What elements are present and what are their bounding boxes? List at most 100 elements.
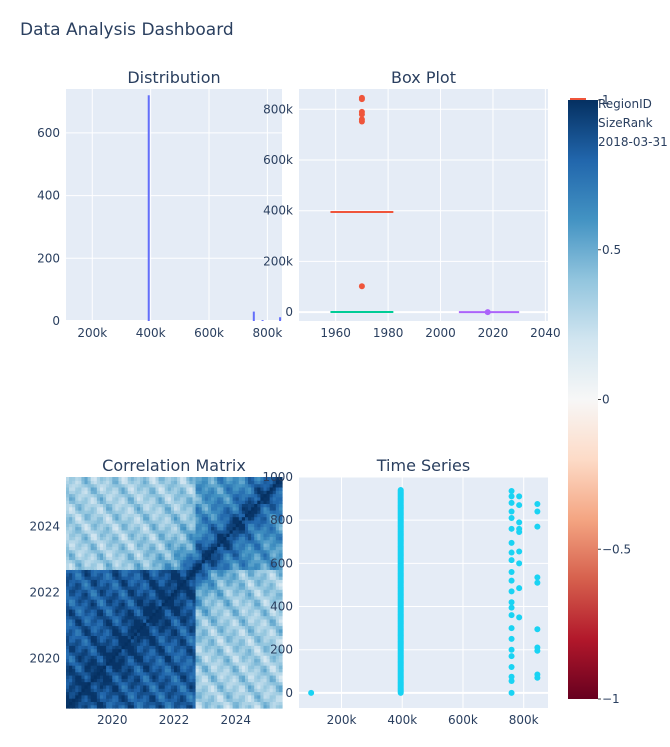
heatmap-cell (93, 477, 98, 481)
heatmap-cell (238, 645, 243, 650)
heatmap-cell (75, 632, 79, 636)
heatmap-cell (133, 496, 138, 501)
subplot-title: Distribution (127, 68, 220, 87)
heatmap-cell (189, 622, 194, 627)
heatmap-cell (170, 496, 175, 501)
heatmap-cell (257, 516, 261, 521)
heatmap-cell (174, 500, 178, 504)
heatmap-cell (136, 562, 141, 567)
heatmap-cell (106, 605, 110, 610)
heatmap-cell (238, 612, 243, 617)
heatmap-cell (195, 678, 200, 683)
heatmap-cell (149, 642, 153, 646)
heatmap-cell (183, 562, 187, 567)
heatmap-cell (192, 668, 197, 673)
heatmap-cell (232, 661, 237, 666)
heatmap-cell (136, 698, 141, 702)
heatmap-cell (204, 628, 209, 633)
heatmap-cell (177, 510, 181, 514)
heatmap-cell (112, 562, 116, 567)
heatmap-cell (124, 671, 129, 676)
heatmap-cell (214, 513, 218, 518)
heatmap-cell (115, 595, 120, 600)
heatmap-cell (96, 675, 101, 679)
heatmap-cell (248, 612, 252, 617)
heatmap-cell (241, 638, 246, 643)
heatmap-cell (192, 671, 197, 676)
heatmap-cell (174, 546, 178, 551)
heatmap-cell (260, 651, 265, 656)
heatmap-cell (198, 678, 203, 683)
heatmap-cell (226, 510, 231, 514)
heatmap-cell (220, 684, 224, 689)
heatmap-cell (136, 500, 141, 504)
heatmap-cell (106, 543, 110, 547)
heatmap-cell (146, 661, 150, 666)
heatmap-cell (183, 500, 187, 504)
heatmap-cell (201, 496, 206, 501)
heatmap-cell (217, 599, 221, 603)
heatmap-cell (78, 543, 83, 547)
heatmap-cell (278, 678, 283, 683)
heatmap-cell (198, 582, 203, 587)
heatmap-cell (124, 496, 129, 501)
heatmap-cell (241, 704, 246, 709)
heatmap-cell (75, 668, 79, 673)
heatmap-cell (189, 516, 194, 521)
heatmap-cell (241, 684, 246, 689)
heatmap-cell (275, 566, 280, 570)
heatmap-cell (235, 566, 240, 570)
heatmap-cell (263, 523, 268, 528)
heatmap-cell (130, 698, 135, 702)
heatmap-cell (257, 566, 261, 570)
heatmap-cell (87, 661, 92, 666)
heatmap-cell (93, 480, 98, 485)
heatmap-cell (115, 638, 120, 643)
heatmap-cell (241, 625, 246, 630)
heatmap-cell (257, 539, 261, 544)
heatmap-cell (174, 622, 178, 627)
heatmap-cell (75, 516, 79, 521)
heatmap-cell (109, 684, 113, 689)
heatmap-cell (90, 645, 95, 650)
heatmap-cell (155, 658, 160, 663)
heatmap-cell (244, 523, 249, 528)
heatmap-cell (136, 536, 141, 541)
heatmap-cell (93, 589, 98, 594)
heatmap-cell (269, 549, 274, 554)
heatmap-cell (121, 477, 126, 481)
heatmap-cell (223, 523, 228, 528)
heatmap-cell (198, 552, 203, 557)
heatmap-cell (152, 625, 157, 630)
heatmap-cell (78, 579, 83, 584)
heatmap-cell (143, 635, 147, 640)
heatmap-cell (226, 477, 231, 481)
heatmap-cell (130, 533, 135, 537)
heatmap-cell (81, 523, 86, 528)
heatmap-cell (278, 556, 283, 561)
heatmap-cell (78, 546, 83, 551)
heatmap-cell (167, 480, 172, 485)
heatmap-cell (260, 566, 265, 570)
heatmap-cell (257, 698, 261, 702)
heatmap-cell (248, 678, 252, 683)
heatmap-cell (266, 684, 271, 689)
heatmap-cell (66, 648, 70, 653)
heatmap-cell (75, 559, 79, 564)
heatmap-cell (133, 562, 138, 567)
heatmap-cell (278, 642, 283, 646)
heatmap-cell (69, 539, 73, 544)
heatmap-cell (81, 569, 86, 574)
heatmap-cell (118, 543, 123, 547)
heatmap-cell (217, 493, 221, 498)
heatmap-cell (223, 589, 228, 594)
heatmap-cell (78, 559, 83, 564)
heatmap-cell (118, 694, 123, 699)
heatmap-cell (146, 602, 150, 607)
heatmap-cell (254, 618, 258, 623)
heatmap-cell (96, 622, 101, 627)
heatmap-cell (269, 493, 274, 498)
heatmap-cell (201, 519, 206, 524)
heatmap-cell (87, 539, 92, 544)
heatmap-cell (180, 506, 184, 511)
